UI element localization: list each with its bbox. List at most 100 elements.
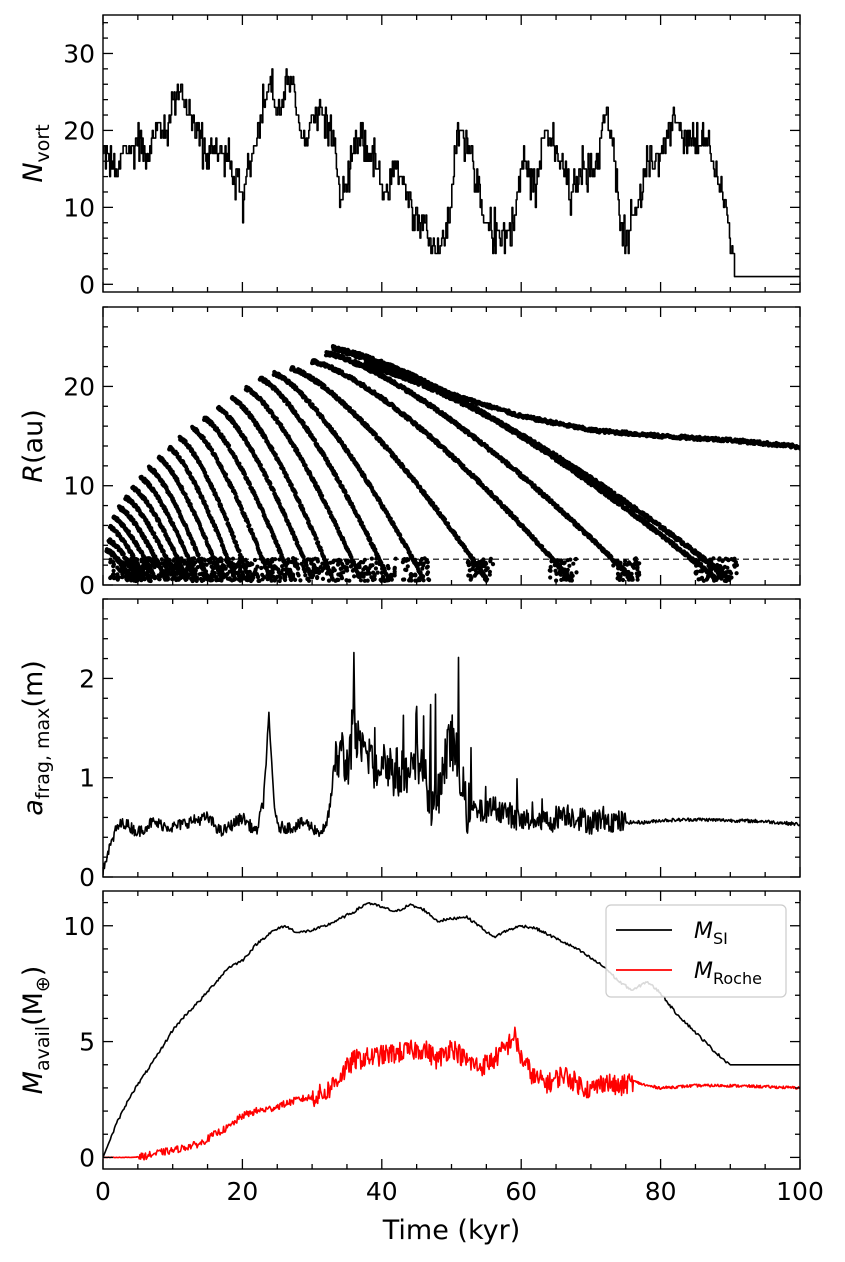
scatter-point: [318, 565, 323, 570]
scatter-point: [141, 576, 146, 581]
scatter-point: [569, 578, 575, 583]
scatter-point: [125, 557, 130, 562]
scatter-point: [143, 557, 149, 562]
scatter-point: [277, 578, 282, 584]
scatter-point: [417, 576, 422, 581]
scatter-point: [188, 565, 193, 571]
scatter-point: [224, 517, 230, 522]
scatter-point: [271, 488, 276, 493]
scatter-point: [262, 564, 267, 569]
scatter-point: [259, 565, 264, 571]
scatter-point: [368, 564, 373, 569]
scatter-point: [184, 568, 189, 573]
scatter-point: [311, 573, 316, 578]
scatter-point: [372, 572, 377, 578]
scatter-point: [277, 574, 282, 579]
scatter-point: [176, 569, 181, 574]
scatter-point: [219, 539, 224, 544]
scatter-point: [206, 558, 211, 563]
scatter-point: [359, 571, 364, 576]
scatter-point: [367, 571, 372, 576]
scatter-point: [291, 556, 296, 561]
scatter-point: [255, 573, 260, 579]
scatter-point: [392, 567, 397, 572]
scatter-point: [418, 558, 423, 563]
scatter-point: [313, 438, 318, 443]
scatter-point: [480, 564, 485, 569]
scatter-point: [335, 562, 341, 567]
scatter-point: [277, 557, 282, 562]
scatter-point: [116, 556, 121, 561]
scatter-point: [466, 563, 471, 568]
scatter-point: [178, 558, 183, 563]
scatter-point: [320, 561, 325, 566]
scatter-point: [190, 559, 195, 564]
scatter-point: [331, 558, 336, 564]
scatter-point: [211, 572, 216, 577]
scatter-point: [473, 561, 478, 567]
scatter-point: [214, 577, 219, 583]
scatter-point: [274, 416, 279, 421]
scatter-point: [129, 556, 134, 561]
y-tick-label: 20: [63, 116, 95, 145]
scatter-point: [393, 556, 398, 561]
scatter-point: [467, 568, 472, 573]
scatter-point: [358, 578, 363, 583]
scatter-point: [301, 554, 306, 560]
scatter-point: [242, 472, 247, 477]
scatter-point: [293, 490, 298, 496]
scatter-point: [201, 557, 207, 562]
y-tick-label: 10: [63, 193, 95, 222]
scatter-point: [237, 548, 242, 553]
scatter-point: [310, 557, 315, 562]
scatter-point: [468, 577, 473, 582]
scatter-point: [249, 527, 254, 533]
scatter-point: [321, 556, 327, 562]
scatter-point: [247, 482, 252, 487]
scatter-point: [338, 558, 343, 563]
scatter-point: [374, 556, 379, 561]
scatter-point: [215, 558, 220, 563]
scatter-point: [231, 534, 236, 539]
scatter-point: [203, 562, 208, 567]
scatter-point: [205, 575, 210, 580]
scatter-point: [325, 566, 331, 571]
scatter-point: [200, 571, 205, 576]
scatter-point: [385, 563, 390, 569]
scatter-point: [164, 564, 169, 569]
scatter-point: [227, 576, 232, 581]
scatter-point: [566, 575, 571, 580]
scatter-point: [561, 575, 567, 581]
scatter-point: [327, 570, 332, 575]
scatter-point: [295, 448, 300, 453]
scatter-point: [139, 557, 144, 562]
scatter-point: [108, 575, 113, 581]
scatter-point: [118, 559, 123, 564]
scatter-point: [282, 559, 287, 565]
scatter-point: [559, 566, 564, 571]
scatter-point: [201, 577, 206, 583]
scatter-point: [171, 558, 176, 563]
scatter-point: [421, 574, 426, 579]
scatter-point: [301, 420, 306, 425]
scatter-point: [408, 576, 413, 582]
scatter-point: [249, 574, 254, 580]
scatter-point: [126, 529, 131, 534]
scatter-point: [227, 569, 232, 574]
scatter-point: [245, 570, 250, 575]
scatter-point: [156, 573, 161, 578]
scatter-point: [280, 567, 285, 572]
scatter-point: [416, 568, 421, 574]
scatter-point: [548, 575, 553, 580]
scatter-point: [341, 570, 346, 575]
scatter-point: [221, 566, 226, 571]
scatter-point: [211, 487, 217, 493]
scatter-point: [111, 568, 116, 573]
scatter-point: [352, 574, 357, 579]
scatter-point: [238, 567, 243, 572]
scatter-point: [223, 574, 228, 579]
scatter-point: [109, 559, 114, 564]
scatter-point: [226, 443, 232, 448]
scatter-point: [313, 570, 318, 575]
scatter-point: [206, 509, 211, 514]
